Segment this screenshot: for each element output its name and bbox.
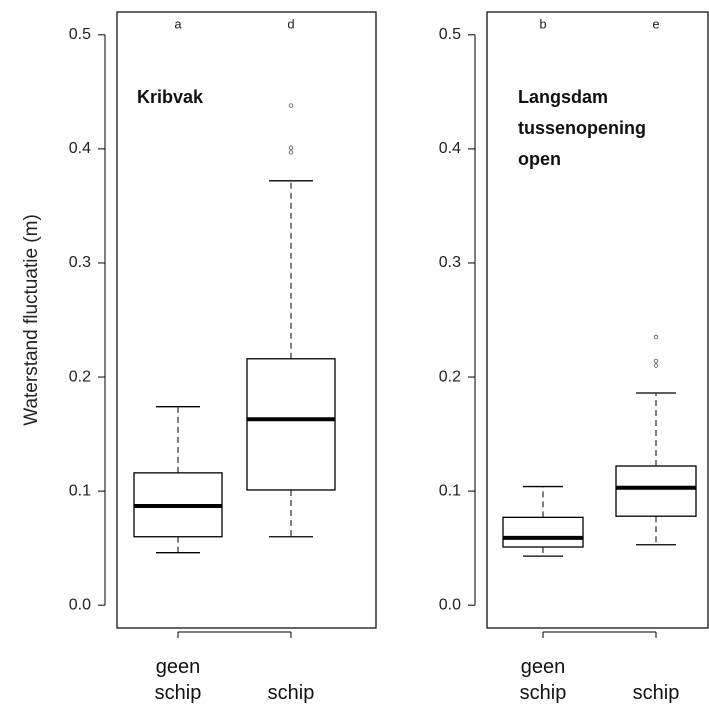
x-tick-label: schip bbox=[632, 682, 680, 704]
y-tick-label: 0.2 bbox=[69, 368, 91, 385]
y-axis-title: Waterstand fluctuatie (m) bbox=[21, 214, 42, 426]
outlier bbox=[288, 145, 294, 150]
box-label: a bbox=[174, 16, 182, 31]
outlier bbox=[653, 358, 659, 364]
y-tick-label: 0.0 bbox=[69, 596, 91, 613]
box-label: d bbox=[287, 16, 294, 31]
y-tick-label: 0.1 bbox=[69, 482, 91, 499]
plot-frame bbox=[486, 11, 709, 629]
box bbox=[615, 465, 697, 517]
x-tick-label: geen schip bbox=[154, 656, 202, 704]
panel-title: Langsdam tussenopening open bbox=[518, 87, 647, 169]
outlier bbox=[653, 334, 659, 340]
box-label: e bbox=[652, 16, 659, 31]
outlier bbox=[288, 150, 294, 155]
panel-title: Kribvak bbox=[137, 87, 204, 107]
plot-frame bbox=[116, 11, 377, 629]
y-tick-label: 0.1 bbox=[439, 482, 461, 499]
outlier bbox=[288, 103, 294, 108]
box bbox=[246, 358, 336, 491]
box-label: b bbox=[539, 16, 546, 31]
y-tick-label: 0.3 bbox=[439, 254, 461, 271]
y-tick-label: 0.3 bbox=[69, 254, 91, 271]
x-tick-label: geen schip bbox=[519, 656, 567, 704]
y-tick-label: 0.5 bbox=[69, 26, 91, 43]
y-tick-label: 0.4 bbox=[439, 140, 461, 157]
box bbox=[502, 516, 584, 548]
y-tick-label: 0.2 bbox=[439, 368, 461, 385]
y-tick-label: 0.5 bbox=[439, 26, 461, 43]
y-tick-label: 0.4 bbox=[69, 140, 91, 157]
outlier bbox=[653, 363, 659, 368]
x-tick-label: schip bbox=[267, 682, 315, 704]
y-tick-label: 0.0 bbox=[439, 596, 461, 613]
